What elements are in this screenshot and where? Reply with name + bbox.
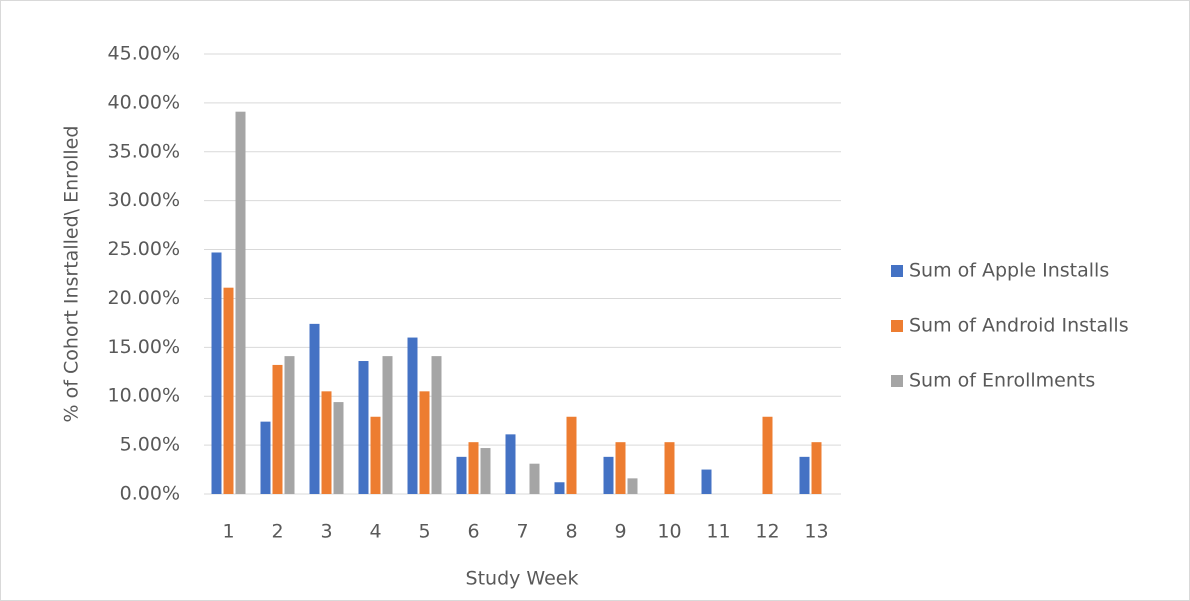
bar [211,252,222,494]
x-tick-label: 3 [320,521,332,543]
bar [627,478,638,494]
legend-swatch [891,265,903,277]
bar [811,442,822,494]
y-tick-label: 20.00% [108,287,180,309]
bar [799,456,810,494]
bar [566,416,577,494]
legend-swatch [891,375,903,387]
x-tick-label: 1 [222,521,234,543]
x-tick-label: 6 [467,521,479,543]
bar [664,442,675,494]
bar [480,448,491,494]
bar [235,111,246,494]
bar [407,337,418,494]
bar [615,442,626,494]
bar [431,356,442,494]
y-axis-title: % of Cohort Insrtalled\ Enrolled [61,126,83,423]
x-tick-label: 9 [614,521,626,543]
y-tick-label: 5.00% [120,434,180,456]
x-tick-label: 4 [369,521,381,543]
x-tick-label: 7 [516,521,528,543]
bar [505,434,516,494]
bar [701,469,712,494]
legend-label: Sum of Android Installs [909,315,1129,337]
y-tick-label: 30.00% [108,189,180,211]
x-tick-label: 11 [706,521,730,543]
x-axis-title: Study Week [466,568,579,590]
y-tick-label: 15.00% [108,336,180,358]
bar [272,364,283,494]
y-tick-label: 40.00% [108,91,180,113]
bar [333,402,344,494]
x-tick-label: 12 [755,521,779,543]
x-tick-label: 5 [418,521,430,543]
y-tick-label: 0.00% [120,483,180,505]
x-tick-label: 8 [565,521,577,543]
bar [223,287,234,494]
bar [529,463,540,494]
bar [321,391,332,494]
bar [358,361,369,494]
x-tick-label: 10 [657,521,681,543]
bar [419,391,430,494]
bar [284,356,295,494]
y-tick-label: 35.00% [108,140,180,162]
y-tick-label: 45.00% [108,43,180,65]
legend-label: Sum of Enrollments [909,370,1095,392]
bar [370,416,381,494]
bar [554,482,565,494]
bar [260,421,271,494]
bar [456,456,467,494]
bar [603,456,614,494]
y-tick-label: 25.00% [108,238,180,260]
x-tick-label: 13 [804,521,828,543]
x-tick-label: 2 [271,521,283,543]
bar [382,356,393,494]
legend-swatch [891,320,903,332]
legend-label: Sum of Apple Installs [909,260,1109,282]
y-tick-label: 10.00% [108,385,180,407]
bar [468,442,479,494]
bar [309,323,320,494]
bar [762,416,773,494]
